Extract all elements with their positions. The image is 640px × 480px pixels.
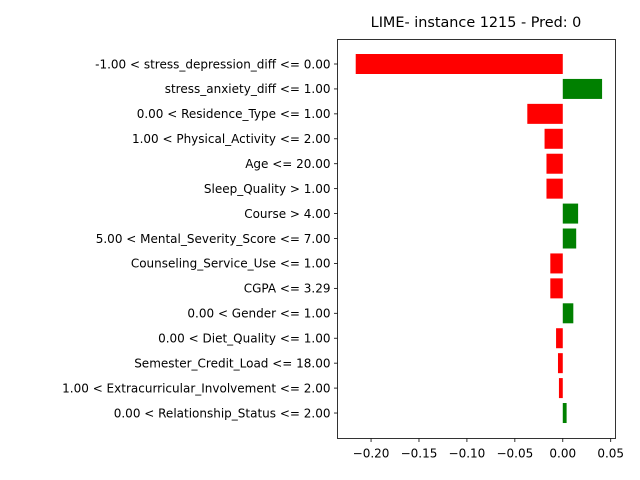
- x-tick-label: −0.20: [353, 447, 390, 461]
- y-tick-label: -1.00 < stress_depression_diff <= 0.00: [95, 57, 330, 71]
- y-tick-label: 5.00 < Mental_Severity_Score <= 7.00: [96, 232, 331, 246]
- x-tick-label: 0.00: [549, 447, 576, 461]
- x-axis: −0.20 −0.15 −0.10 −0.05 0.00 0.05: [353, 439, 624, 461]
- y-tick-label: Sleep_Quality > 1.00: [204, 182, 331, 196]
- bar-7: [563, 229, 576, 249]
- bar-13: [559, 378, 563, 398]
- y-tick-labels: -1.00 < stress_depression_diff <= 0.00 st…: [62, 57, 337, 420]
- x-tick-label: 0.05: [597, 447, 624, 461]
- y-tick-label: Semester_Credit_Load <= 18.00: [134, 356, 330, 370]
- y-tick-label: 1.00 < Extracurricular_Involvement <= 2.…: [62, 381, 330, 395]
- bar-10: [563, 303, 574, 323]
- bar-14: [563, 403, 567, 423]
- y-tick-label: Age <= 20.00: [245, 157, 330, 171]
- bar-12: [558, 353, 563, 373]
- y-tick-label: Course > 4.00: [244, 207, 330, 221]
- bar-3: [545, 129, 563, 149]
- bar-8: [550, 253, 562, 273]
- bar-1: [563, 79, 602, 99]
- y-tick-label: stress_anxiety_diff <= 1.00: [165, 82, 331, 96]
- x-tick-label: −0.10: [449, 447, 486, 461]
- bar-11: [556, 328, 563, 348]
- chart-title: LIME- instance 1215 - Pred: 0: [371, 15, 582, 31]
- bar-0: [356, 54, 563, 74]
- bar-6: [563, 204, 578, 224]
- bar-5: [546, 179, 562, 199]
- y-tick-label: 0.00 < Relationship_Status <= 2.00: [114, 406, 331, 420]
- bar-2: [527, 104, 562, 124]
- bar-9: [550, 278, 562, 298]
- y-tick-label: 0.00 < Residence_Type <= 1.00: [137, 107, 331, 121]
- y-tick-label: CGPA <= 3.29: [244, 282, 331, 296]
- y-tick-label: Counseling_Service_Use <= 1.00: [131, 257, 331, 271]
- x-tick-label: −0.05: [496, 447, 533, 461]
- bars-layer: [356, 54, 602, 423]
- y-tick-label: 0.00 < Gender <= 1.00: [187, 307, 330, 321]
- y-tick-label: 1.00 < Physical_Activity <= 2.00: [132, 132, 331, 146]
- x-tick-label: −0.15: [401, 447, 438, 461]
- y-tick-label: 0.00 < Diet_Quality <= 1.00: [158, 332, 330, 346]
- bar-4: [546, 154, 562, 174]
